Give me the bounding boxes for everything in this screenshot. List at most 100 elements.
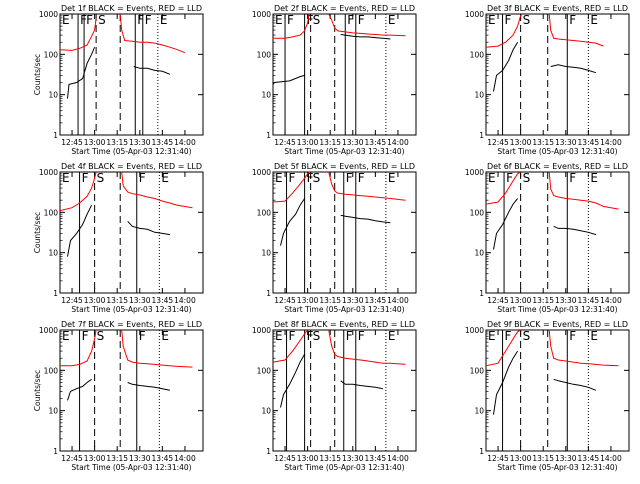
interval-marker-label: S [523, 171, 531, 185]
series-line-events [127, 382, 171, 391]
series-line-lld [486, 330, 521, 367]
interval-marker-label: F [82, 171, 89, 185]
series-line-events [67, 47, 96, 99]
interval-marker-label: F [358, 329, 365, 343]
interval-marker-label: E [488, 171, 496, 185]
y-tick-label: 100 [257, 366, 272, 375]
x-tick-label: 13:30 [555, 138, 577, 147]
y-tick-label: 1000 [252, 326, 271, 335]
detector-panel-4: Det 4f BLACK = Events, RED = LLD 1 10 100 10… [33, 162, 204, 314]
plot-frame [485, 13, 630, 136]
x-tick-label: 13:45 [365, 138, 387, 147]
interval-marker-label: S [97, 329, 105, 343]
x-tick-label: 14:00 [174, 138, 196, 147]
y-tick-label: 10 [48, 91, 58, 100]
x-tick-label: 13:00 [297, 454, 319, 463]
panel-title: Det 3f BLACK = Events, RED = LLD [487, 4, 628, 13]
y-tick-label: 10 [261, 407, 271, 416]
interval-marker-label: E [388, 13, 396, 27]
y-tick-label: 1000 [252, 168, 271, 177]
x-tick-label: 13:00 [510, 138, 532, 147]
interval-marker-label: F [569, 13, 576, 27]
x-axis-label: Start Time (05-Apr-03 12:31:40) [71, 463, 191, 472]
x-tick-label: 13:15 [319, 138, 341, 147]
x-tick-label: 13:45 [152, 296, 174, 305]
y-tick-label: 100 [44, 50, 59, 59]
series-line-lld [121, 172, 193, 209]
panel-title: Det 6f BLACK = Events, RED = LLD [487, 162, 628, 171]
y-tick-label: 10 [48, 249, 58, 258]
series-line-events [550, 64, 597, 74]
interval-marker-label: E [62, 171, 70, 185]
x-tick-label: 14:00 [600, 138, 622, 147]
series-line-events [553, 378, 597, 391]
x-tick-label: 12:45 [487, 138, 509, 147]
series-line-lld [273, 172, 310, 203]
x-tick-label: 13:30 [555, 454, 577, 463]
series-line-lld [486, 172, 521, 205]
interval-marker-label: F [289, 329, 296, 343]
y-tick-label: 1 [266, 447, 271, 456]
x-tick-label: 13:15 [106, 296, 128, 305]
interval-marker-label: F [358, 13, 365, 27]
x-tick-label: 14:00 [174, 454, 196, 463]
y-tick-label: 10 [261, 249, 271, 258]
x-tick-label: 14:00 [387, 138, 409, 147]
x-tick-label: 12:45 [61, 138, 83, 147]
x-tick-label: 13:30 [342, 454, 364, 463]
series-line-lld [273, 330, 308, 363]
x-tick-label: 13:30 [342, 138, 364, 147]
y-tick-label: 10 [48, 407, 58, 416]
y-tick-label: 100 [44, 366, 59, 375]
panel-title: Det 5f BLACK = Events, RED = LLD [274, 162, 415, 171]
interval-marker-label: S [523, 13, 531, 27]
series-line-events [493, 350, 519, 415]
x-tick-label: 13:00 [510, 296, 532, 305]
x-tick-label: 12:45 [274, 296, 296, 305]
series-line-events [280, 354, 306, 408]
x-tick-label: 13:45 [152, 454, 174, 463]
x-tick-label: 13:15 [532, 296, 554, 305]
interval-marker-label: F [307, 13, 314, 27]
series-line-events [493, 41, 519, 92]
detector-panel-2: Det 2f BLACK = Events, RED = LLD 1 10 100 10… [252, 4, 417, 156]
series-line-events [340, 214, 391, 224]
y-axis-label: Counts/sec [33, 212, 42, 253]
series-line-events [127, 220, 170, 236]
series-line-lld [548, 330, 619, 367]
series-line-lld [60, 172, 97, 212]
interval-marker-label: S [313, 171, 321, 185]
y-tick-label: 1 [53, 447, 58, 456]
x-tick-label: 13:45 [365, 296, 387, 305]
detector-panel-6: Det 6f BLACK = Events, RED = LLD 1 10 100 10… [465, 162, 630, 314]
interval-marker-label: E [590, 171, 598, 185]
panel-title: Det 1f BLACK = Events, RED = LLD [61, 4, 202, 13]
x-tick-label: 13:30 [342, 296, 364, 305]
y-tick-label: 1 [266, 289, 271, 298]
x-axis-label: Start Time (05-Apr-03 12:31:40) [284, 305, 404, 314]
x-tick-label: 14:00 [387, 296, 409, 305]
x-tick-label: 13:45 [152, 138, 174, 147]
interval-marker-label: F [287, 13, 294, 27]
series-line-lld [548, 172, 619, 210]
x-tick-label: 13:15 [106, 454, 128, 463]
y-tick-label: 10 [474, 249, 484, 258]
detector-panel-1: Det 1f BLACK = Events, RED = LLD 1 10 100 10… [33, 4, 204, 156]
x-tick-label: 13:30 [129, 138, 151, 147]
x-tick-label: 13:00 [510, 454, 532, 463]
x-axis-label: Start Time (05-Apr-03 12:31:40) [497, 305, 617, 314]
detector-panel-3: Det 3f BLACK = Events, RED = LLD 1 10 100 10… [465, 4, 630, 156]
series-line-lld [548, 14, 604, 47]
series-line-events [280, 198, 306, 246]
x-tick-label: 12:45 [487, 454, 509, 463]
y-tick-label: 10 [474, 407, 484, 416]
x-tick-label: 13:45 [578, 138, 600, 147]
interval-marker-label: S [523, 329, 531, 343]
interval-marker-label: S [313, 329, 321, 343]
series-line-lld [60, 330, 97, 367]
x-axis-label: Start Time (05-Apr-03 12:31:40) [284, 147, 404, 156]
detector-panel-5: Det 5f BLACK = Events, RED = LLD 1 10 100 10… [252, 162, 417, 314]
y-tick-label: 100 [44, 208, 59, 217]
x-tick-label: 13:30 [129, 454, 151, 463]
